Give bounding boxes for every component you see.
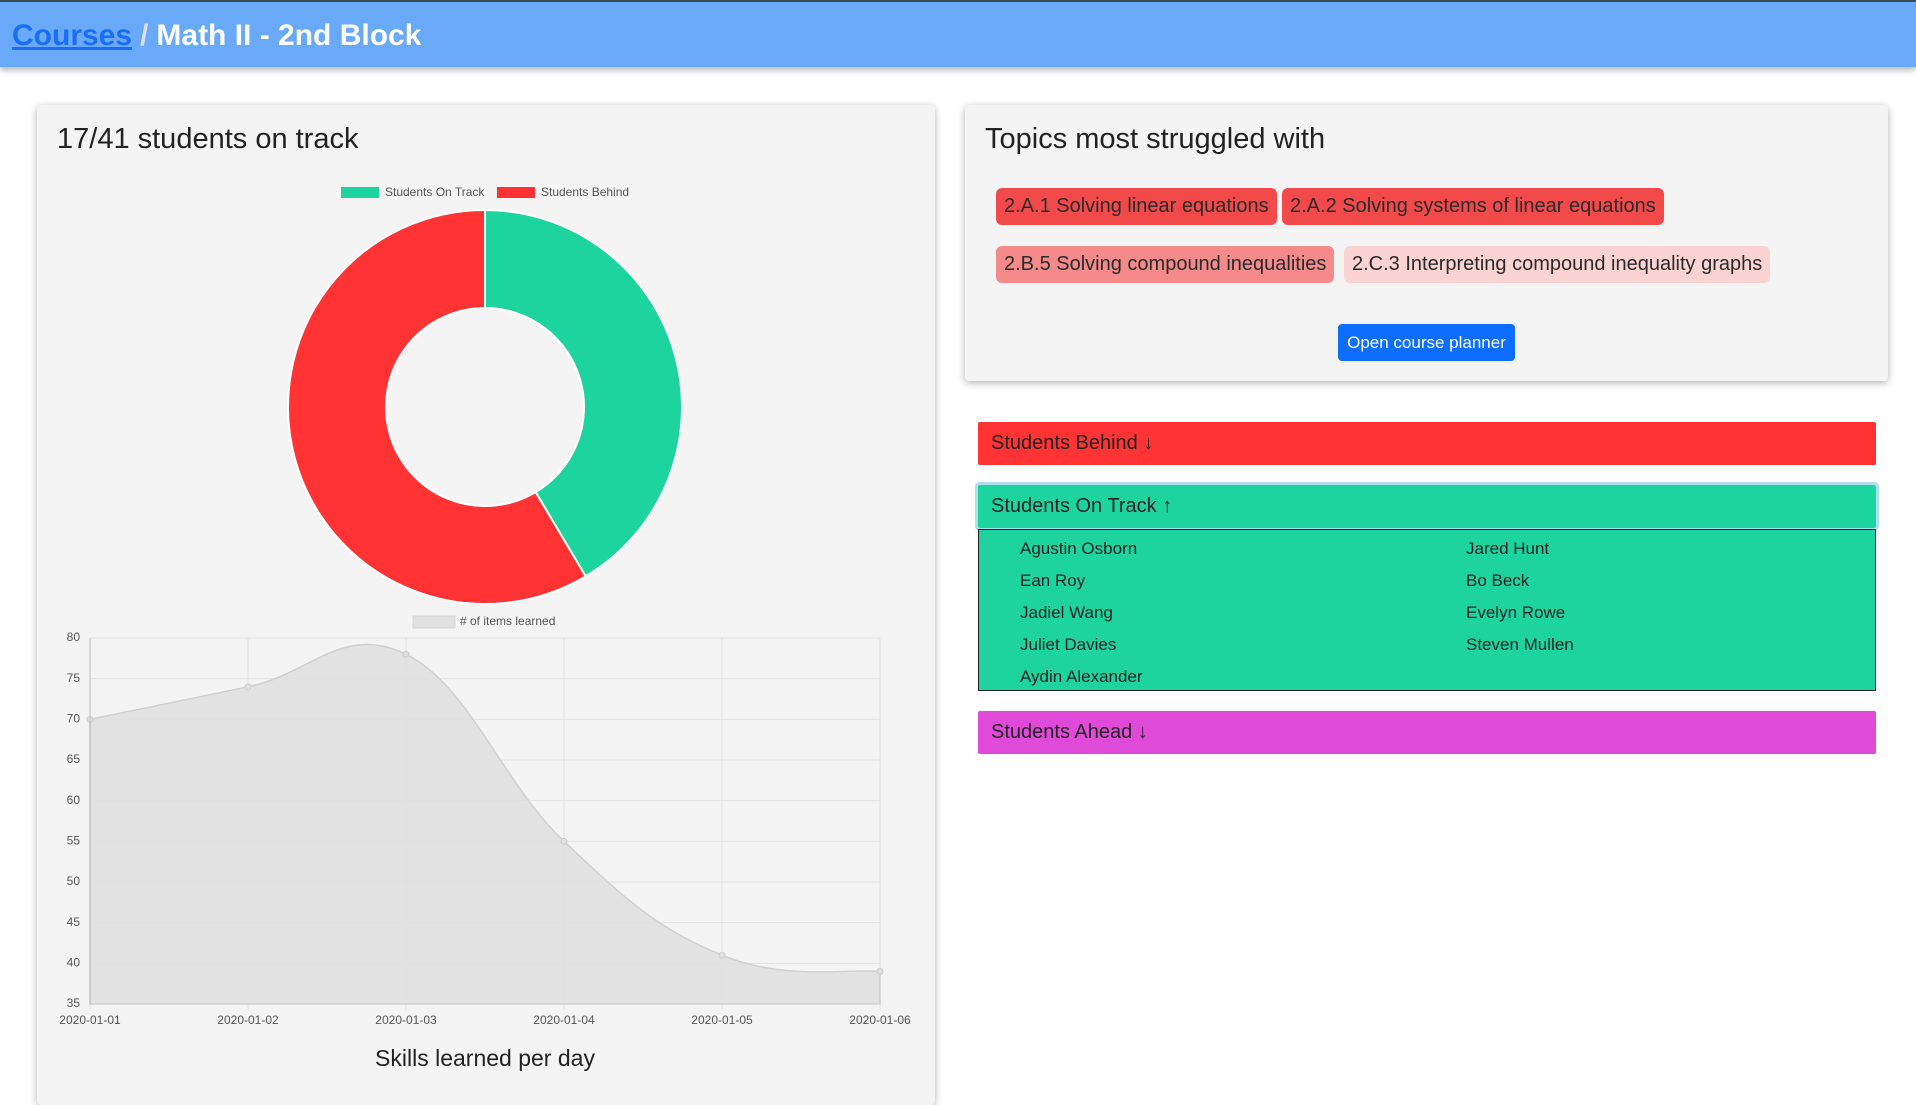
course-planner-button[interactable]: Open course planner: [1338, 324, 1515, 361]
student-name: Agustin Osborn: [1020, 539, 1138, 558]
courses-link[interactable]: Courses: [12, 19, 133, 52]
separator: /: [140, 19, 149, 52]
student-name: Bo Beck: [1466, 571, 1530, 590]
student-name: Jadiel Wang: [1020, 603, 1113, 622]
student-name: Jared Hunt: [1466, 539, 1550, 558]
card-title: Topics most struggled with: [985, 123, 1326, 155]
student-name: Aydin Alexander: [1020, 667, 1143, 686]
student-name: Steven Mullen: [1466, 635, 1574, 654]
accordion-header[interactable]: Students Behind ↓: [978, 422, 1876, 465]
student-name: Juliet Davies: [1020, 635, 1117, 654]
student-name: Evelyn Rowe: [1466, 603, 1566, 622]
page-title: Math II - 2nd Block: [156, 19, 422, 52]
topic-tag: 2.B.5 Solving compound inequalities: [996, 246, 1335, 283]
accordion-header[interactable]: Students Ahead ↓: [978, 711, 1876, 754]
header: Courses / Math II - 2nd Block: [0, 0, 1916, 67]
topic-tag: 2.C.3 Interpreting compound inequality g…: [1344, 246, 1771, 283]
accordion-header[interactable]: Students On Track ↑: [978, 485, 1876, 528]
student-list: Agustin Osborn Ean Roy Jadiel Wang Juliet D…: [978, 529, 1876, 691]
topic-tag: 2.A.1 Solving linear equations: [996, 188, 1277, 225]
topic-tag: 2.A.2 Solving systems of linear equation…: [1282, 188, 1664, 225]
topics-card: Topics most struggled with Open course p…: [965, 105, 1888, 381]
student-name: Ean Roy: [1020, 571, 1086, 590]
card-title: 17/41 students on track: [57, 123, 359, 155]
progress-card: 17/41 students on track: [37, 105, 935, 1105]
